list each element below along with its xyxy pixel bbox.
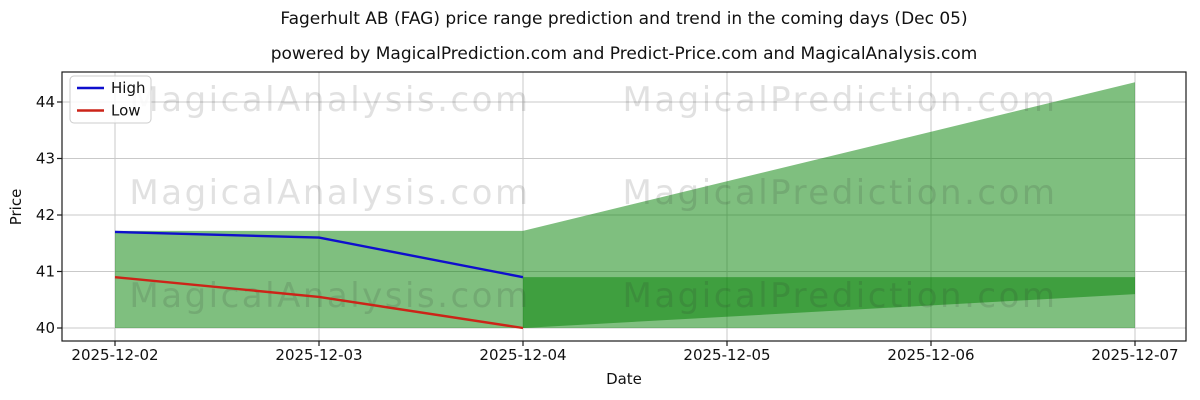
legend-label-low: Low xyxy=(111,102,141,120)
watermark-text: MagicalPrediction.com xyxy=(623,173,1058,213)
x-tick-label: 2025-12-02 xyxy=(71,346,158,364)
high-line xyxy=(114,230,524,279)
watermarks: MagicalAnalysis.com MagicalPrediction.com… xyxy=(129,80,1058,316)
chart-title: Fagerhult AB (FAG) price range predictio… xyxy=(280,9,967,29)
x-tick-label: 2025-12-06 xyxy=(887,346,974,364)
x-tick-label: 2025-12-03 xyxy=(275,346,362,364)
watermark-text: MagicalAnalysis.com xyxy=(129,80,530,120)
x-tick-label: 2025-12-05 xyxy=(683,346,770,364)
y-tick-label: 42 xyxy=(36,206,55,224)
legend-label-high: High xyxy=(111,79,145,97)
chart-subtitle: powered by MagicalPrediction.com and Pre… xyxy=(271,44,978,64)
series-lines xyxy=(114,230,524,330)
y-axis-label: Price xyxy=(7,189,25,226)
x-tick-label: 2025-12-07 xyxy=(1091,346,1178,364)
watermark-text: MagicalAnalysis.com xyxy=(129,173,530,213)
watermark-text: MagicalPrediction.com xyxy=(623,276,1058,316)
y-tick-label: 44 xyxy=(36,93,55,111)
y-tick-label: 40 xyxy=(36,319,55,337)
x-axis-label: Date xyxy=(606,370,642,388)
plot-border xyxy=(61,71,1187,342)
legend: High Low xyxy=(69,75,152,124)
prediction-range-fan xyxy=(115,82,1135,328)
watermark-text: MagicalPrediction.com xyxy=(623,80,1058,120)
watermark-text: MagicalAnalysis.com xyxy=(129,276,530,316)
y-tick-label: 41 xyxy=(36,263,55,281)
y-tick-label: 43 xyxy=(36,150,55,168)
axis-ticks: 2025-12-02 2025-12-03 2025-12-04 2025-12-05… xyxy=(36,93,1179,364)
x-tick-label: 2025-12-04 xyxy=(479,346,566,364)
low-line xyxy=(114,275,524,330)
prediction-bands xyxy=(115,82,1135,328)
trend-overlap-band xyxy=(523,277,1135,328)
